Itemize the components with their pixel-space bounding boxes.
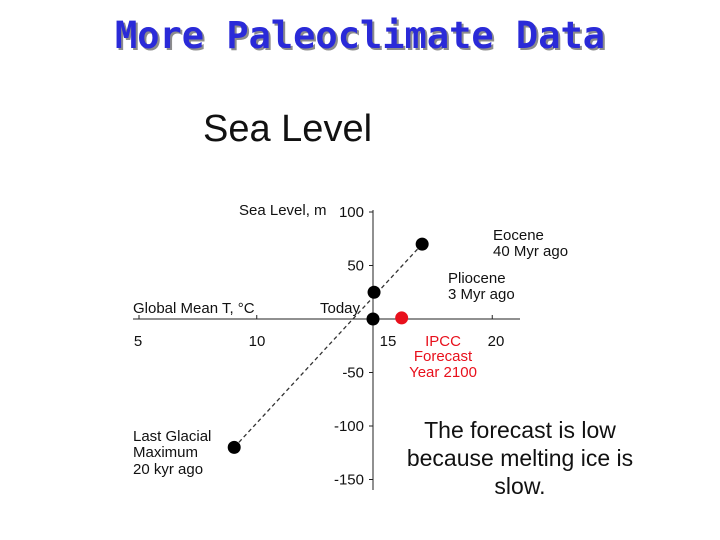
- pliocene-label-line1: Pliocene: [448, 270, 506, 287]
- y-tick-label: 50: [347, 258, 364, 275]
- ipcc-label-line1: IPCC: [425, 333, 461, 350]
- chart-title: Sea Level: [203, 108, 373, 150]
- data-point-ipcc: [395, 311, 409, 325]
- lgm-label-line2: Maximum: [133, 444, 198, 461]
- y-tick-label: 100: [339, 204, 364, 221]
- x-tick-label: 15: [380, 333, 397, 350]
- y-tick-label: -150: [334, 472, 364, 489]
- x-tick-label: 20: [488, 333, 505, 350]
- eocene-label-line1: Eocene: [493, 227, 544, 244]
- today-label: Today: [320, 300, 361, 317]
- x-tick-label: 5: [134, 333, 142, 350]
- data-point-eocene: [415, 237, 429, 251]
- x-tick-label: 10: [249, 333, 266, 350]
- pliocene-label-line2: 3 Myr ago: [448, 286, 515, 303]
- eocene-label-line2: 40 Myr ago: [493, 243, 568, 260]
- lgm-label-line1: Last Glacial: [133, 428, 211, 445]
- data-point-today: [366, 312, 380, 326]
- y-axis-label: Sea Level, m: [239, 202, 327, 219]
- x-axis-label: Global Mean T, °C: [133, 300, 255, 317]
- data-point-pliocene: [367, 285, 381, 299]
- slide-title: More Paleoclimate Data: [114, 14, 606, 57]
- lgm-label-line3: 20 kyr ago: [133, 461, 203, 478]
- data-point-last: [227, 440, 241, 454]
- ipcc-label-line2: Forecast: [414, 348, 473, 365]
- ipcc-label-line3: Year 2100: [409, 364, 477, 381]
- y-tick-label: -100: [334, 418, 364, 435]
- y-tick-label: -50: [342, 365, 364, 382]
- forecast-annotation: The forecast is low because melting ice …: [406, 417, 634, 499]
